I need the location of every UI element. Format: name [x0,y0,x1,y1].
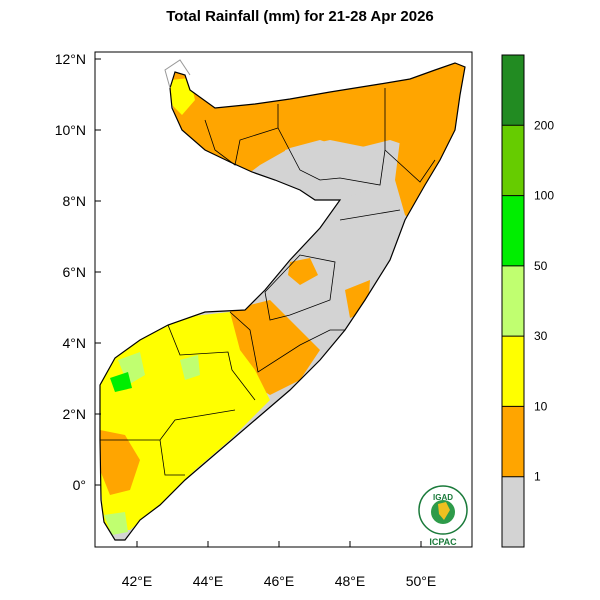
colorbar-bin-3 [502,265,524,337]
lon-label-42: 42°E [122,573,153,589]
colorbar-bin-5 [502,125,524,196]
lat-axis: 12°N 10°N 8°N 6°N 4°N 2°N 0° [55,51,101,493]
region-boundary-northwest [204,104,279,166]
map-title: Total Rainfall (mm) for 21-28 Apr 2026 [166,8,434,25]
igad-icpac-logo: IGAD ICPAC [418,485,468,547]
colorbar-label-100: 100 [534,189,554,203]
rainfall-region-central-lightgreen [180,355,200,380]
rainfall-region-green [110,372,132,392]
colorbar-outline [501,54,525,548]
rainfall-region-north-dry [285,140,395,198]
colorbar-bin-1 [502,406,524,477]
rainfall-region-sw-orange [100,430,140,495]
lon-label-48: 48°E [335,573,366,589]
region-boundary-southwest [100,409,236,441]
colorbar-label-1: 1 [534,470,541,484]
region-boundary-center [264,254,336,321]
rainfall-region-orange-patch [288,258,318,285]
colorbar-bin-6 [502,55,524,126]
logo-top-text: IGAD [433,493,453,502]
logo-africa-icon [438,502,450,520]
colorbar: 1 10 30 50 100 200 [501,54,554,548]
region-boundary-south-central [229,311,345,373]
rainfall-region-sw-lightgreen [104,512,128,535]
lat-label-4: 4°N [63,335,87,351]
colorbar-bin-4 [502,195,524,266]
lat-label-6: 6°N [63,264,87,280]
boundaries [99,59,466,541]
colorbar-label-50: 50 [534,259,548,273]
colorbar-bin-0 [502,476,524,547]
neighbor-border [164,59,191,89]
logo-bottom-text: ICPAC [429,537,457,547]
region-boundary-lower [159,439,185,476]
lon-label-50: 50°E [406,573,437,589]
lon-axis: 42°E 44°E 46°E 48°E 50°E [122,541,437,589]
colorbar-label-200: 200 [534,118,554,132]
lat-label-0: 0° [73,477,86,493]
lat-label-12: 12°N [55,51,86,67]
lat-label-8: 8°N [63,193,87,209]
colorbar-label-10: 10 [534,399,548,413]
colorbar-bin-2 [502,336,524,407]
lat-label-2: 2°N [63,406,87,422]
lat-label-10: 10°N [55,122,86,138]
lon-label-46: 46°E [264,573,295,589]
region-boundary-northeast [384,149,436,183]
lon-label-44: 44°E [193,573,224,589]
region-boundary-east [339,209,401,221]
region-boundary-south [167,324,256,401]
colorbar-label-30: 30 [534,329,548,343]
